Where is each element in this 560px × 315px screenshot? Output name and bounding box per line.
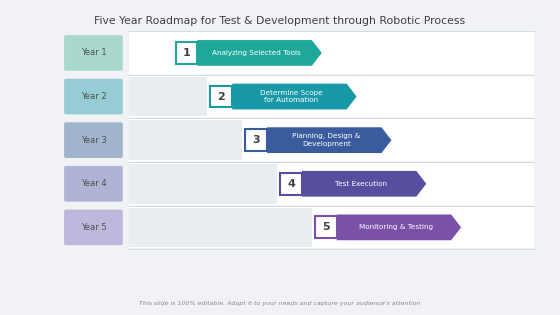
Text: Year 2: Year 2: [81, 92, 106, 101]
Text: Five Year Roadmap for Test & Development through Robotic Process: Five Year Roadmap for Test & Development…: [95, 16, 465, 26]
Text: Determine Scope
for Automation: Determine Scope for Automation: [260, 90, 323, 103]
Text: Analyzing Selected Tools: Analyzing Selected Tools: [212, 50, 301, 56]
FancyBboxPatch shape: [315, 216, 337, 238]
FancyBboxPatch shape: [129, 76, 534, 117]
Text: 3: 3: [253, 135, 260, 145]
FancyBboxPatch shape: [280, 173, 302, 195]
Polygon shape: [232, 84, 357, 109]
FancyBboxPatch shape: [175, 42, 198, 64]
Text: 5: 5: [322, 222, 330, 232]
FancyBboxPatch shape: [129, 207, 534, 248]
Polygon shape: [337, 215, 461, 240]
FancyBboxPatch shape: [129, 163, 534, 204]
FancyBboxPatch shape: [129, 77, 207, 116]
Text: Year 3: Year 3: [81, 136, 106, 145]
Polygon shape: [267, 127, 391, 153]
Text: Year 4: Year 4: [81, 179, 106, 188]
FancyBboxPatch shape: [64, 166, 123, 202]
Text: Planning, Design &
Development: Planning, Design & Development: [292, 134, 361, 147]
FancyBboxPatch shape: [129, 119, 534, 161]
Text: Year 5: Year 5: [81, 223, 106, 232]
Text: Year 1: Year 1: [81, 49, 106, 57]
Text: 4: 4: [287, 179, 295, 189]
FancyBboxPatch shape: [129, 32, 534, 74]
FancyBboxPatch shape: [211, 86, 232, 107]
FancyBboxPatch shape: [64, 209, 123, 245]
FancyBboxPatch shape: [64, 79, 123, 114]
Text: Monitoring & Testing: Monitoring & Testing: [359, 224, 433, 230]
Polygon shape: [302, 171, 426, 197]
Text: Test Execution: Test Execution: [335, 181, 387, 187]
Text: 1: 1: [183, 48, 190, 58]
FancyBboxPatch shape: [129, 208, 312, 247]
Text: 2: 2: [217, 92, 225, 101]
FancyBboxPatch shape: [64, 122, 123, 158]
FancyBboxPatch shape: [64, 35, 123, 71]
FancyBboxPatch shape: [245, 129, 267, 151]
FancyBboxPatch shape: [129, 120, 242, 160]
Polygon shape: [198, 40, 322, 66]
FancyBboxPatch shape: [129, 164, 277, 203]
Text: This slide is 100% editable. Adapt it to your needs and capture your audience's : This slide is 100% editable. Adapt it to…: [139, 301, 421, 306]
